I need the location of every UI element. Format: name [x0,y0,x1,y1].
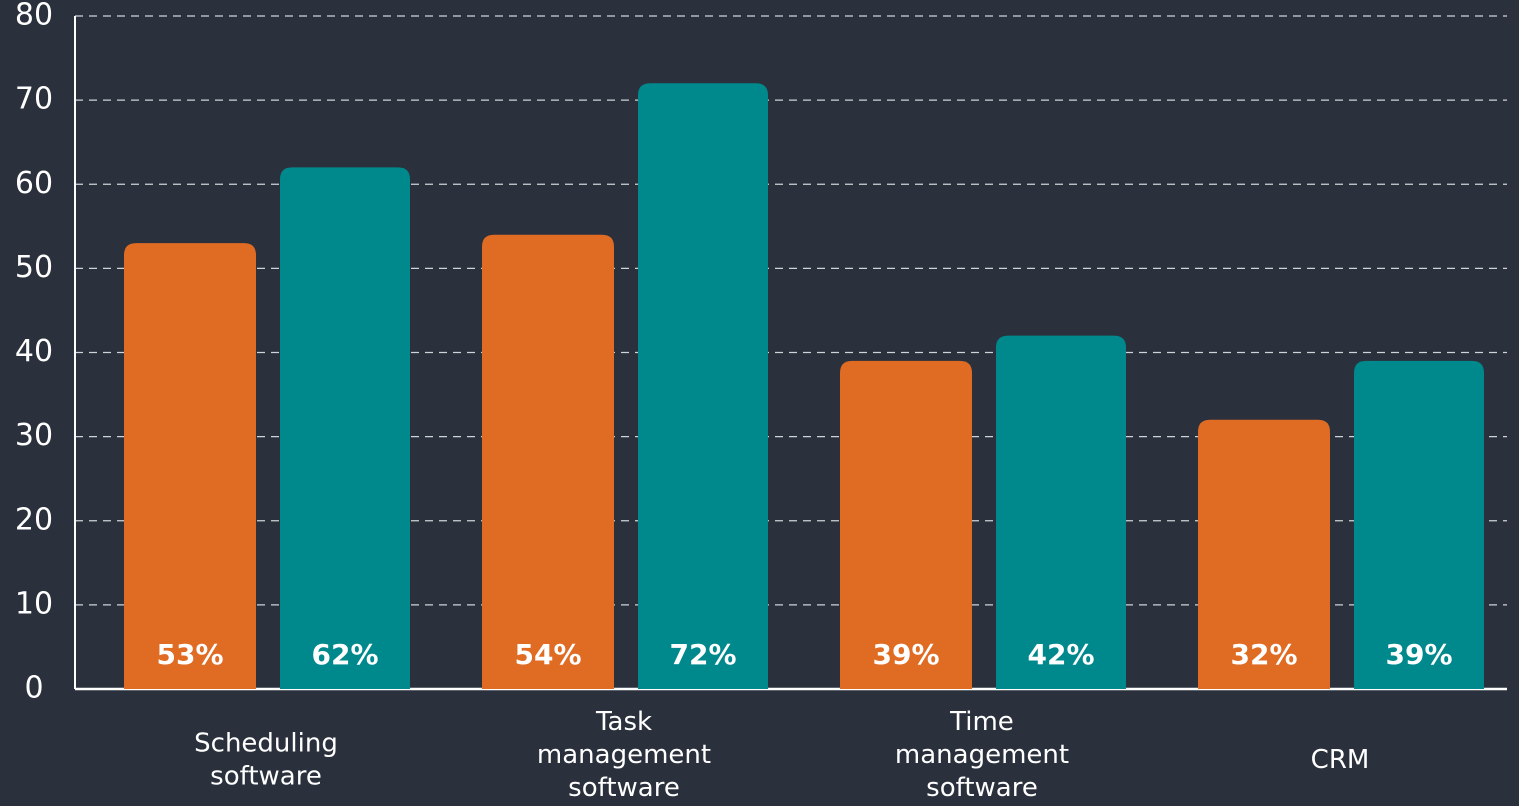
value-label: 72% [669,638,736,671]
value-label: 62% [311,638,378,671]
bar [996,335,1126,689]
bar [280,167,410,690]
y-tick-label: 0 [24,671,43,706]
y-tick-label: 50 [15,250,53,285]
x-tick-label: Task management software [537,707,711,803]
value-label: 39% [872,638,939,671]
bar [1198,419,1330,689]
y-tick-label: 70 [15,82,53,117]
value-label: 53% [156,638,223,671]
value-label: 32% [1230,638,1297,671]
bar [840,360,972,689]
x-tick-label: CRM [1311,745,1370,775]
x-tick-label: Time management software [895,707,1069,803]
y-tick-label: 30 [15,418,53,453]
bar [482,234,614,689]
value-label: 39% [1385,638,1452,671]
y-tick-label: 60 [15,166,53,201]
y-tick-label: 20 [15,502,53,537]
value-label: 54% [514,638,581,671]
value-label: 42% [1027,638,1094,671]
y-tick-label: 10 [15,586,53,621]
x-tick-label: Scheduling software [194,728,338,791]
y-tick-label: 80 [15,0,53,33]
bar [124,243,256,689]
bar [638,83,768,690]
y-tick-label: 40 [15,334,53,369]
bar [1354,360,1484,689]
